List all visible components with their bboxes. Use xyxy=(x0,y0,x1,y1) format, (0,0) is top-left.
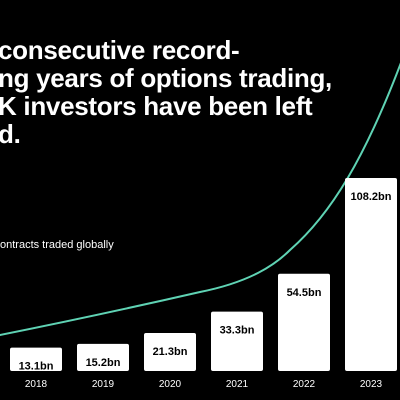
bar-value-label: 108.2bn xyxy=(351,191,392,203)
bar-2020 xyxy=(144,333,196,371)
bar-2019 xyxy=(77,343,129,371)
bar-value-label: 33.3bn xyxy=(220,325,255,337)
x-tick-label: 2023 xyxy=(360,379,383,390)
bar-2023 xyxy=(345,178,397,371)
x-tick-label: 2021 xyxy=(226,379,249,390)
x-tick-label: 2020 xyxy=(159,379,182,390)
bar-value-label: 21.3bn xyxy=(153,346,188,358)
subtitle: ontracts traded globally xyxy=(0,239,114,251)
headline: consecutive record- ng years of options … xyxy=(0,35,332,149)
x-tick-label: 2018 xyxy=(25,379,48,390)
bar-value-label: 15.2bn xyxy=(86,357,121,369)
bar-2018 xyxy=(10,347,62,371)
bar-2022 xyxy=(278,273,330,371)
x-tick-label: 2019 xyxy=(92,379,115,390)
bar-value-label: 54.5bn xyxy=(287,287,322,299)
bar-2021 xyxy=(211,311,263,371)
growth-curve xyxy=(0,62,400,337)
x-tick-label: 2022 xyxy=(293,379,316,390)
bar-value-label: 13.1bn xyxy=(19,361,54,373)
